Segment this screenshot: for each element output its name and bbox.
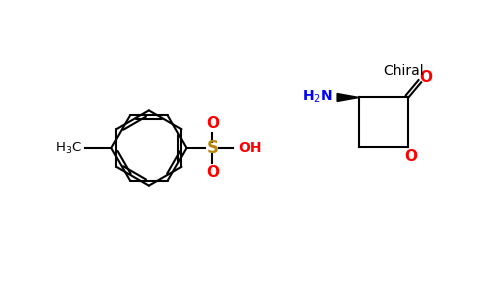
Text: Chiral: Chiral <box>383 64 424 78</box>
Polygon shape <box>337 94 359 101</box>
Text: H$_3$C: H$_3$C <box>55 140 81 156</box>
Text: S: S <box>206 139 218 157</box>
Text: O: O <box>206 116 219 131</box>
Text: O: O <box>206 165 219 180</box>
Text: H$_2$N: H$_2$N <box>302 88 333 105</box>
Text: O: O <box>420 70 433 85</box>
Text: OH: OH <box>238 141 261 155</box>
Text: O: O <box>404 149 417 164</box>
